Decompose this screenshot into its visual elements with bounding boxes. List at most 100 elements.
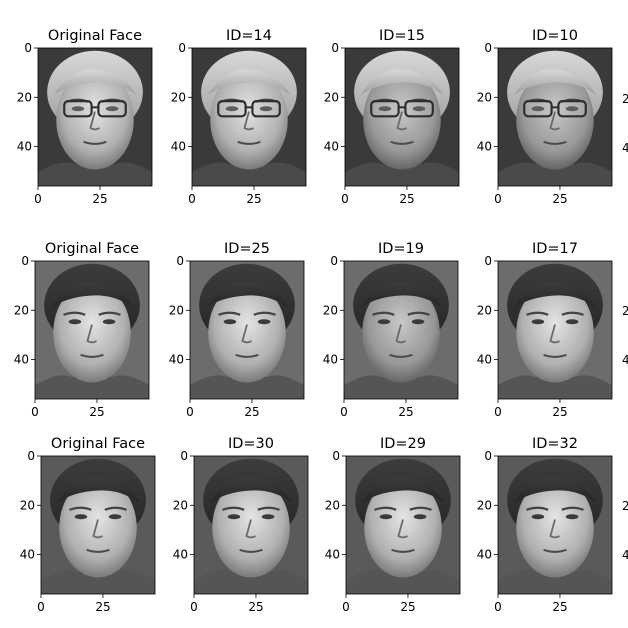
nose-shape (395, 324, 407, 344)
panel-title: ID=25 (224, 241, 270, 257)
axes-frame (189, 260, 305, 400)
eyebrow-shape (561, 506, 584, 511)
nose-shape (86, 324, 98, 344)
face-image (498, 263, 612, 399)
x-tick-label: 25 (246, 192, 261, 206)
y-tick-label: 20 (173, 498, 188, 512)
y-tick-label: 0 (330, 254, 338, 268)
eyebrow-shape (409, 506, 432, 511)
axes-frame (193, 455, 309, 595)
y-tick-label: 20 (477, 303, 492, 317)
face-shape (56, 70, 134, 170)
x-tick-label: 25 (244, 405, 259, 419)
eyebrow-shape (218, 311, 241, 316)
eyebrow-shape (526, 311, 549, 316)
y-tick-label: 20 (323, 303, 338, 317)
face-panel-r1-c4: ID=10 0 20 40 0 25 (477, 28, 613, 206)
face-panel-r3-c4: ID=32 0 20 40 0 25 (477, 436, 613, 614)
clothing-shape (498, 570, 612, 594)
y-tick-label: 40 (323, 353, 338, 367)
y-tick-label: 20 (171, 90, 186, 104)
x-tick-label: 25 (399, 192, 414, 206)
y-tick-label: 40 (325, 548, 340, 562)
mouth-shape (391, 548, 415, 553)
panel-title: ID=10 (532, 28, 578, 44)
hair-fringe-shape (513, 282, 597, 308)
eyebrow-shape (104, 506, 127, 511)
x-tick-label: 0 (342, 600, 350, 614)
x-tick-label: 0 (494, 405, 502, 419)
eyebrow-shape (63, 311, 86, 316)
eyebrow-shape (526, 506, 549, 511)
x-tick-label: 0 (37, 600, 45, 614)
clothing-shape (346, 570, 460, 594)
eye-shape (227, 514, 241, 520)
clipped-tick-label: 4 (622, 353, 628, 367)
face-panel-r3-c3: ID=29 0 20 40 0 25 (325, 436, 461, 614)
mouth-shape (239, 548, 263, 553)
axes-frame (191, 47, 307, 187)
eye-shape (68, 319, 82, 325)
y-tick-label: 0 (176, 254, 184, 268)
panel-title: ID=29 (380, 436, 426, 452)
hair-fringe-shape (359, 282, 443, 308)
y-tick-label: 40 (171, 140, 186, 154)
eye-shape (259, 106, 273, 112)
face-shape (53, 283, 131, 383)
eye-shape (378, 106, 392, 112)
clipped-tick-label: 2 (622, 304, 628, 318)
y-tick-label: 0 (484, 449, 492, 463)
face-panel-r2-c1: Original Face 0 20 40 0 25 (14, 241, 150, 419)
y-tick-label: 0 (24, 41, 32, 55)
glasses-lens-shape (557, 100, 587, 118)
eye-shape (531, 319, 545, 325)
y-tick-label: 40 (169, 353, 184, 367)
glasses-lens-shape (63, 100, 93, 118)
clothing-shape (41, 570, 155, 594)
eye-shape (223, 319, 237, 325)
eye-shape (379, 514, 393, 520)
clipped-tick-label: 2 (622, 499, 628, 513)
glasses-lens-shape (404, 100, 434, 118)
face-image (190, 263, 304, 399)
hair-fringe-shape (205, 282, 289, 308)
x-tick-label: 0 (31, 405, 39, 419)
panel-title: Original Face (51, 436, 145, 452)
panel-title: ID=30 (228, 436, 274, 452)
mouth-shape (543, 353, 567, 358)
face-image (38, 50, 152, 186)
x-tick-label: 0 (341, 192, 349, 206)
face-shape (362, 283, 440, 383)
hair-fringe-shape (56, 477, 140, 503)
eye-shape (531, 106, 545, 112)
eyebrow-shape (372, 311, 395, 316)
face-panel-r2-c3: ID=19 0 20 40 0 25 (323, 241, 459, 419)
x-tick-label: 25 (552, 192, 567, 206)
nose-shape (549, 519, 561, 539)
face-image (192, 50, 306, 186)
panel-title: ID=15 (379, 28, 425, 44)
hair-fringe-shape (209, 477, 293, 503)
clothing-shape (190, 375, 304, 399)
nose-shape (243, 111, 255, 131)
face-image (41, 458, 155, 594)
axes-frame (497, 455, 613, 595)
face-panel-r2-c4: ID=17 0 20 40 0 25 (477, 241, 613, 419)
hair-fringe-shape (207, 69, 291, 95)
glasses-lens-shape (370, 100, 400, 118)
eye-shape (257, 319, 271, 325)
y-tick-label: 40 (20, 548, 35, 562)
y-tick-label: 40 (14, 353, 29, 367)
y-tick-label: 20 (20, 498, 35, 512)
mouth-shape (543, 140, 567, 145)
clipped-tick-label: 4 (622, 141, 628, 155)
y-tick-label: 40 (17, 140, 32, 154)
x-tick-label: 25 (398, 405, 413, 419)
eye-shape (108, 514, 122, 520)
x-tick-label: 0 (186, 405, 194, 419)
panel-title: Original Face (45, 241, 139, 257)
y-tick-label: 20 (324, 90, 339, 104)
face-image (346, 458, 460, 594)
hair-fringe-shape (360, 69, 444, 95)
eye-shape (411, 319, 425, 325)
